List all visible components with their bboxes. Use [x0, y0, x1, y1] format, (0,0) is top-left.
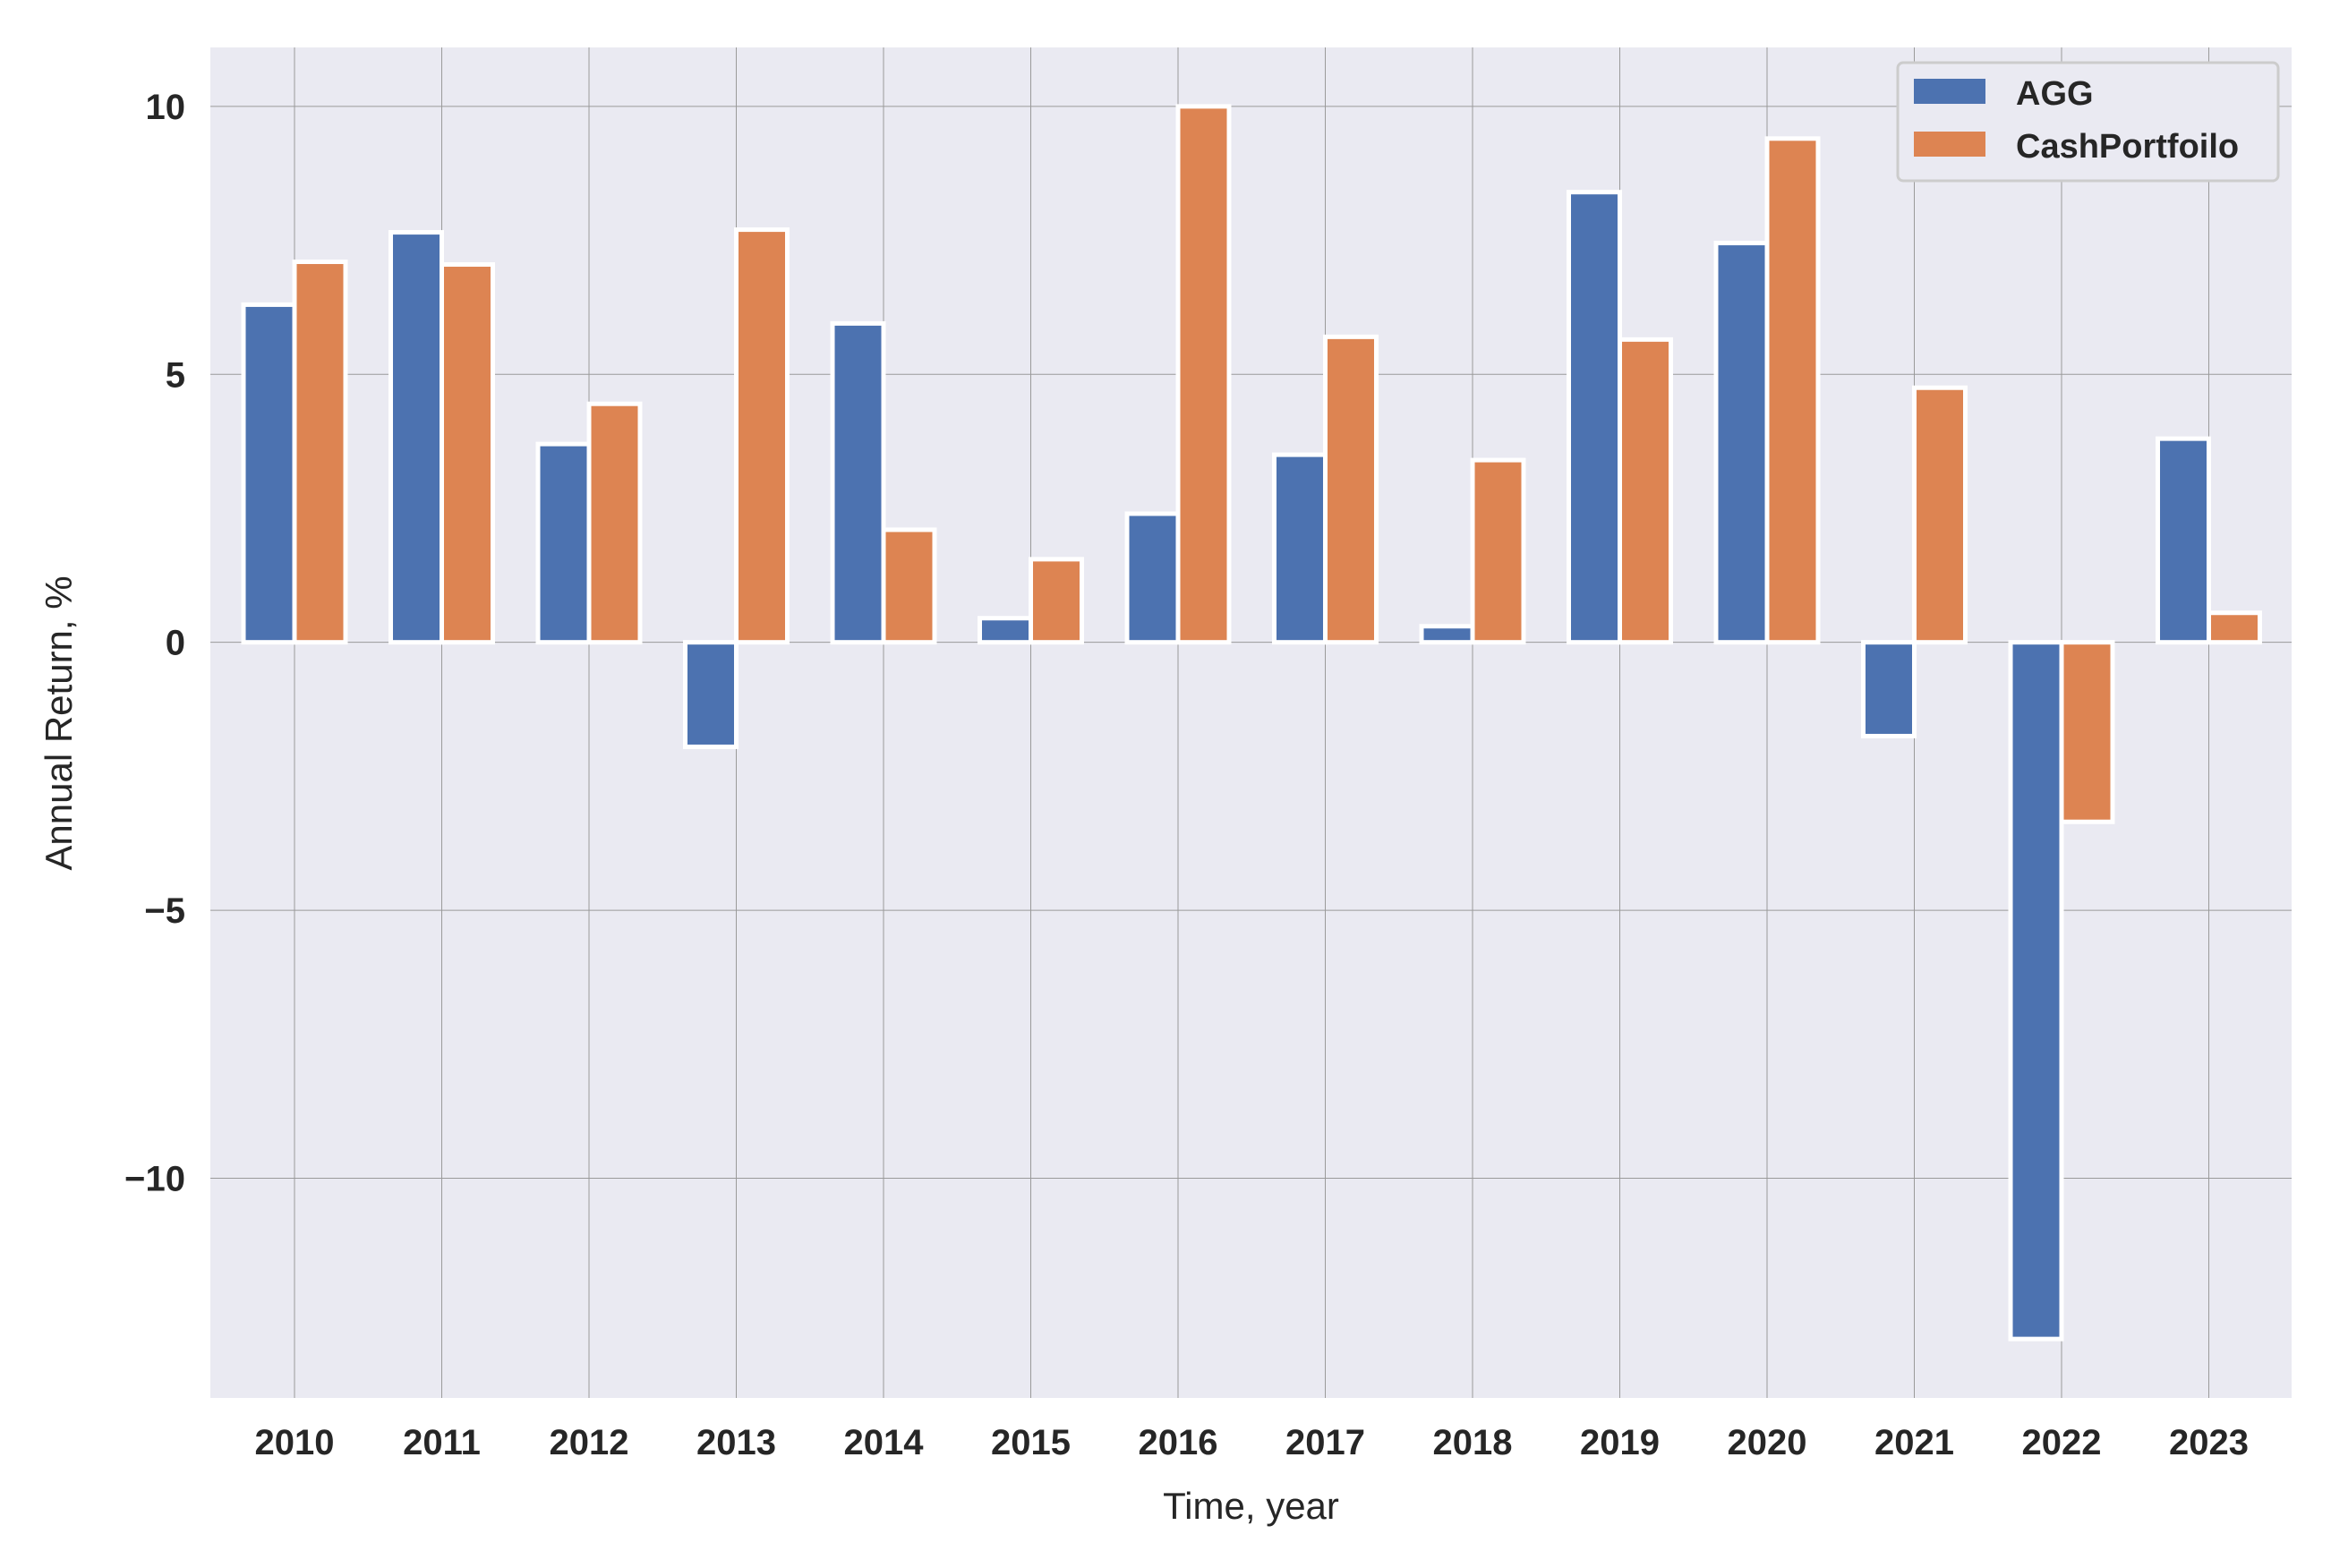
bar-cashportfoilo-2018: [1470, 457, 1526, 645]
y-axis-label: Annual Return, %: [38, 575, 80, 870]
bar-agg-2013: [683, 640, 739, 749]
x-tick-label: 2020: [1728, 1423, 1807, 1462]
legend-box: [1896, 61, 2280, 183]
legend-swatch-agg: [1914, 79, 1985, 104]
bar-cashportfoilo-2021: [1912, 385, 1968, 645]
bar-cashportfoilo-2010: [292, 260, 348, 645]
bar-agg-2010: [241, 302, 297, 645]
x-tick-label: 2019: [1580, 1423, 1660, 1462]
y-tick-label: −5: [144, 891, 185, 931]
plot-area: [210, 47, 2292, 1398]
legend: AGG CashPortfoilo: [1896, 61, 2280, 183]
y-tick-label: 5: [166, 355, 185, 395]
x-tick-label: 2014: [844, 1423, 925, 1462]
x-tick-labels: 2010 2011 2012 2013 2014 2015 2016 2017 2018 2019…: [255, 1423, 2249, 1462]
bar-agg-2021: [1861, 640, 1917, 738]
bars: [241, 104, 2262, 1342]
bar-cashportfoilo-2020: [1764, 136, 1821, 645]
x-tick-label: 2021: [1874, 1423, 1954, 1462]
y-tick-labels: −10 −5 0 5 10: [124, 88, 185, 1199]
bar-agg-2017: [1272, 452, 1328, 645]
bar-cashportfoilo-2016: [1175, 104, 1232, 645]
bar-cashportfoilo-2014: [881, 527, 937, 645]
bar-cashportfoilo-2015: [1029, 557, 1084, 645]
bar-cashportfoilo-2017: [1323, 334, 1379, 645]
bar-cashportfoilo-2011: [440, 262, 495, 645]
bar-agg-2016: [1124, 511, 1181, 645]
x-tick-label: 2023: [2169, 1423, 2249, 1462]
y-tick-label: 0: [166, 624, 185, 663]
x-tick-label: 2016: [1139, 1423, 1218, 1462]
y-tick-label: 10: [146, 88, 186, 127]
x-tick-label: 2015: [991, 1423, 1071, 1462]
bar-cashportfoilo-2019: [1618, 337, 1673, 645]
bar-cashportfoilo-2013: [734, 227, 790, 645]
bar-agg-2011: [388, 230, 444, 645]
x-tick-label: 2010: [255, 1423, 335, 1462]
bar-agg-2020: [1713, 241, 1770, 645]
bar-cashportfoilo-2022: [2059, 640, 2115, 824]
bar-cashportfoilo-2012: [586, 401, 643, 645]
bar-agg-2015: [978, 616, 1033, 645]
x-axis-label: Time, year: [1163, 1485, 1339, 1527]
x-tick-label: 2018: [1433, 1423, 1513, 1462]
y-tick-label: −10: [124, 1159, 185, 1198]
bar-agg-2023: [2156, 436, 2211, 645]
legend-swatch-cashportfoilo: [1914, 132, 1985, 157]
x-tick-label: 2013: [696, 1423, 776, 1462]
legend-label-agg: AGG: [2016, 75, 2094, 113]
bar-agg-2018: [1419, 624, 1475, 645]
legend-label-cashportfoilo: CashPortfoilo: [2016, 128, 2239, 166]
x-tick-label: 2022: [2022, 1423, 2102, 1462]
bar-agg-2019: [1567, 190, 1622, 645]
bar-agg-2012: [535, 441, 592, 645]
bar-agg-2022: [2008, 640, 2064, 1342]
bar-agg-2014: [830, 320, 886, 645]
x-tick-label: 2012: [550, 1423, 629, 1462]
x-tick-label: 2017: [1285, 1423, 1365, 1462]
bar-cashportfoilo-2023: [2207, 610, 2262, 645]
x-tick-label: 2011: [403, 1423, 481, 1462]
